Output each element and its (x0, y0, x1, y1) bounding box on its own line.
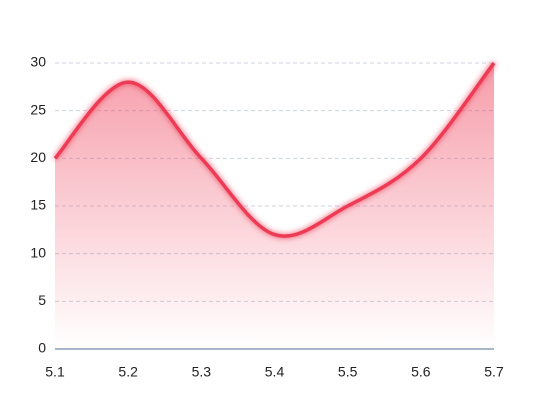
y-tick-label: 15 (30, 197, 46, 213)
x-tick-label: 5.7 (484, 364, 504, 380)
x-tick-label: 5.2 (118, 364, 138, 380)
x-tick-label: 5.4 (265, 364, 285, 380)
x-tick-label: 5.5 (338, 364, 358, 380)
x-tick-label: 5.1 (45, 364, 65, 380)
y-tick-label: 20 (30, 149, 46, 165)
line (53, 61, 496, 238)
area (55, 63, 494, 349)
y-tick-label: 25 (30, 101, 46, 117)
y-tick-label: 10 (30, 244, 46, 260)
y-tick-label: 5 (38, 292, 46, 308)
y-tick-label: 30 (30, 54, 46, 70)
y-tick-label: 0 (38, 340, 46, 356)
x-tick-label: 5.6 (411, 364, 431, 380)
x-tick-label: 5.3 (192, 364, 212, 380)
